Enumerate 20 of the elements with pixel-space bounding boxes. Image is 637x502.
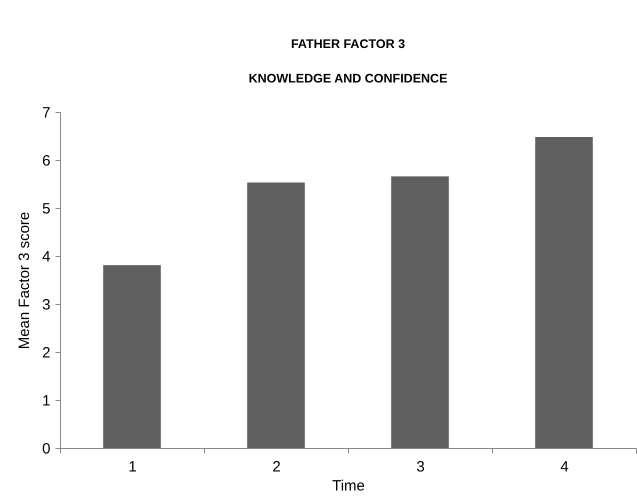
bar bbox=[391, 176, 449, 448]
bar bbox=[535, 136, 593, 448]
y-tick-label: 7 bbox=[42, 104, 50, 122]
y-tick-label: 2 bbox=[42, 344, 50, 362]
x-tick-label: 1 bbox=[128, 458, 137, 476]
y-tick-label: 1 bbox=[42, 392, 50, 410]
x-tick-label: 3 bbox=[416, 458, 425, 476]
y-tick-label: 6 bbox=[42, 152, 50, 170]
bar bbox=[103, 265, 161, 448]
x-tick-label: 4 bbox=[560, 458, 569, 476]
y-tick-label: 3 bbox=[42, 296, 50, 314]
chart-subtitle: KNOWLEDGE AND CONFIDENCE bbox=[248, 72, 448, 86]
chart-title: FATHER FACTOR 3 bbox=[290, 37, 406, 51]
x-axis-title: Time bbox=[332, 478, 365, 494]
y-tick-label: 4 bbox=[42, 248, 50, 266]
y-tick-label: 5 bbox=[42, 200, 50, 218]
y-tick-label: 0 bbox=[42, 440, 50, 458]
bar bbox=[247, 182, 305, 448]
y-axis-title: Mean Factor 3 score bbox=[16, 212, 34, 350]
x-tick-label: 2 bbox=[272, 458, 281, 476]
